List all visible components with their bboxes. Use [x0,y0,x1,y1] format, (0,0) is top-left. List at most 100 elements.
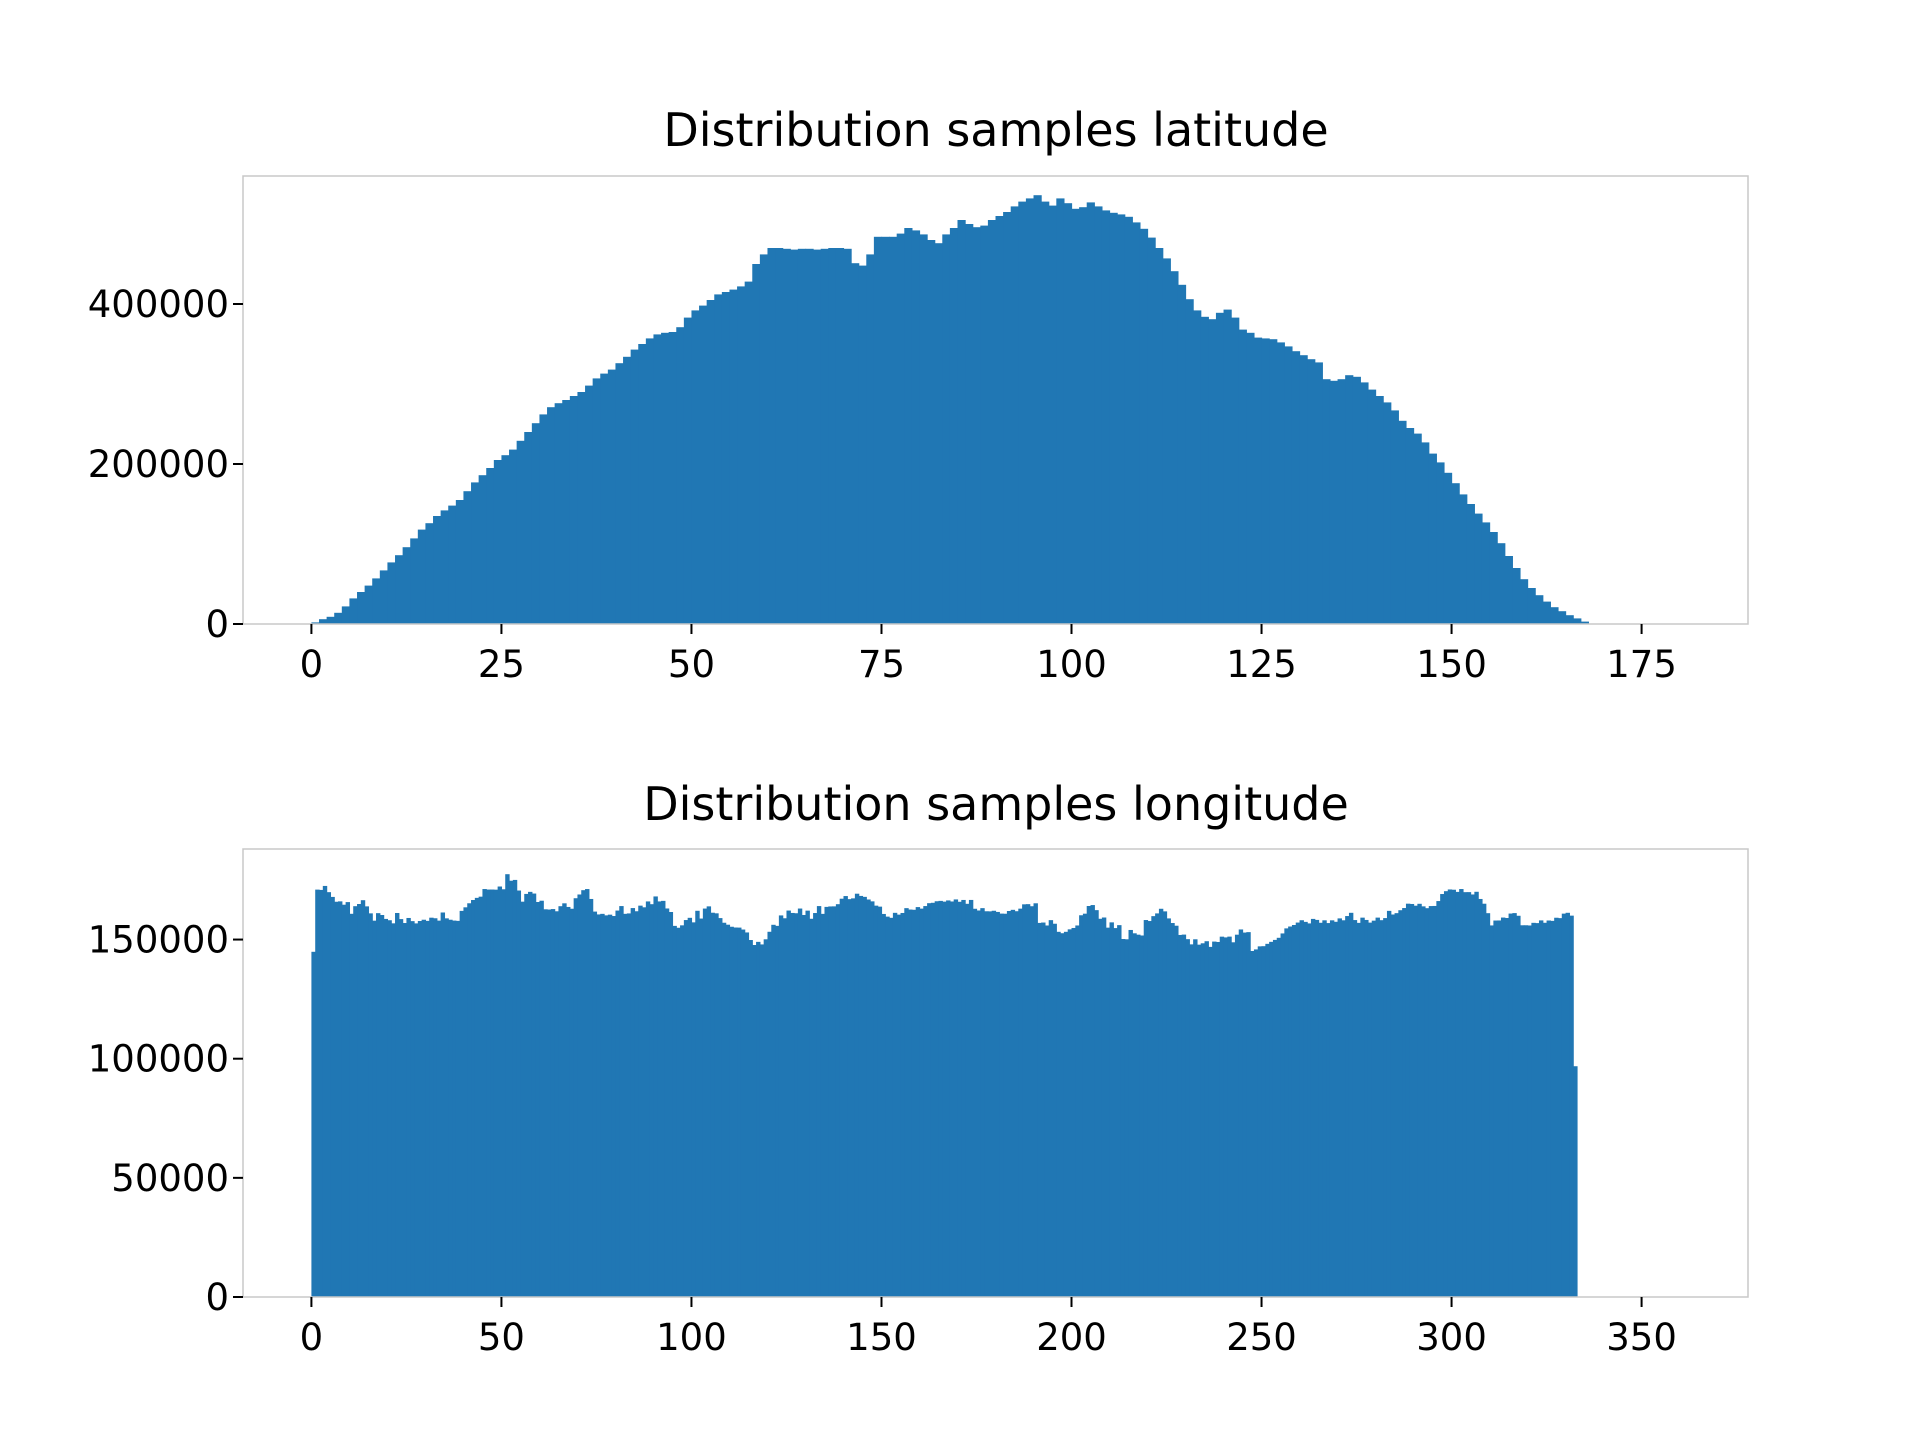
histogram-bar [501,455,510,624]
histogram-bar [645,901,651,1297]
histogram-bar [1082,913,1088,1297]
histogram-bar [790,912,795,1297]
histogram-bar [908,909,913,1297]
histogram-bar [1299,920,1304,1297]
histogram-bar [1432,905,1437,1297]
histogram-bar [1200,316,1209,624]
histogram-bar [824,906,829,1297]
histogram-bar [832,906,837,1297]
histogram-bar [733,927,738,1297]
histogram-bar [1284,928,1289,1297]
histogram-bar [364,906,370,1297]
histogram-bar [1158,908,1164,1297]
histogram-bar [372,578,381,624]
histogram-bar [775,925,780,1297]
histogram-bar [1246,332,1255,624]
histogram-bar [1037,922,1042,1297]
histogram-bar [1079,207,1088,624]
x-tick-label: 150 [846,1316,917,1359]
histogram-bar [668,332,677,624]
histogram-bar [714,913,719,1297]
histogram-bar [645,338,655,624]
histogram-bar [539,414,548,624]
histogram-bar [1303,921,1308,1297]
histogram-bar [1291,351,1301,624]
histogram-bar [478,896,484,1297]
histogram-bar [756,941,761,1297]
histogram-bar [429,917,434,1297]
histogram-bar [1208,946,1213,1297]
histogram-bar [577,392,586,624]
histogram-bar [486,889,491,1297]
histogram-bar [1322,379,1331,624]
histogram-bar [946,900,951,1297]
histogram-bar [569,396,579,624]
histogram-bar [828,248,837,624]
histogram-bar [987,911,993,1297]
histogram-bar [1018,201,1027,624]
y-tick-label: 50000 [111,1157,229,1200]
histogram-bar [357,904,362,1297]
histogram-bar [573,898,579,1297]
histogram-bar [1326,923,1331,1297]
histogram-bar [319,889,324,1297]
histogram-bar [1010,909,1016,1297]
histogram-bar [1269,339,1278,624]
histogram-bar [509,880,514,1297]
histogram-bar [691,922,696,1297]
histogram-bar [326,892,332,1297]
histogram-bar [1189,944,1194,1297]
x-tick-label: 150 [1416,643,1487,686]
histogram-bar [528,891,533,1297]
histogram-bar [729,289,738,624]
histogram-bar [1462,892,1468,1297]
histogram-bar [1299,355,1308,624]
histogram-bar [1014,911,1019,1297]
histogram-bar [554,911,560,1297]
histogram-bar [1269,941,1274,1297]
histogram-bar [1143,920,1149,1297]
histogram-bar [737,286,746,624]
histogram-bar [1204,941,1209,1297]
histogram-bar [493,889,499,1297]
histogram-bar [623,356,632,624]
histogram-bar [775,248,784,624]
histogram-bar [653,896,658,1297]
histogram-bar [1052,923,1057,1297]
histogram-bar [1333,921,1339,1297]
histogram-bar [1022,904,1027,1297]
histogram-bar [569,908,575,1297]
histogram-bar [1314,362,1323,624]
histogram-bar [1109,212,1118,625]
x-tick-label: 200 [1036,1316,1107,1359]
histogram-bar [820,248,829,625]
x-tick-label: 100 [1036,643,1107,686]
histogram-bar [938,900,943,1297]
histogram-bar [942,901,947,1297]
histogram-bar [1196,944,1202,1297]
y-axis: 0 200000 400000 [88,283,243,646]
histogram-bar [1447,889,1453,1297]
histogram-bar [1451,483,1460,624]
histogram-bar [1485,913,1491,1297]
histogram-bar [885,916,890,1297]
x-tick-label: 0 [300,643,324,686]
histogram-bar [505,874,510,1297]
histogram-bar [1010,206,1019,624]
histogram-bar [615,363,624,624]
histogram-bar [1227,936,1232,1297]
histogram-bar [1155,913,1160,1297]
histogram-bar [604,915,609,1297]
y-tick-label: 400000 [88,283,229,326]
histogram-bar [1421,442,1430,624]
histogram-bar [987,220,997,624]
histogram-bar [1280,933,1285,1297]
histogram-bar [554,403,563,624]
histogram-bar [516,890,522,1297]
histogram-bar [1185,299,1194,624]
histogram-bar [531,893,537,1297]
histogram-bar [805,248,814,625]
histogram-bar [676,927,681,1297]
histogram-bar [923,906,928,1297]
